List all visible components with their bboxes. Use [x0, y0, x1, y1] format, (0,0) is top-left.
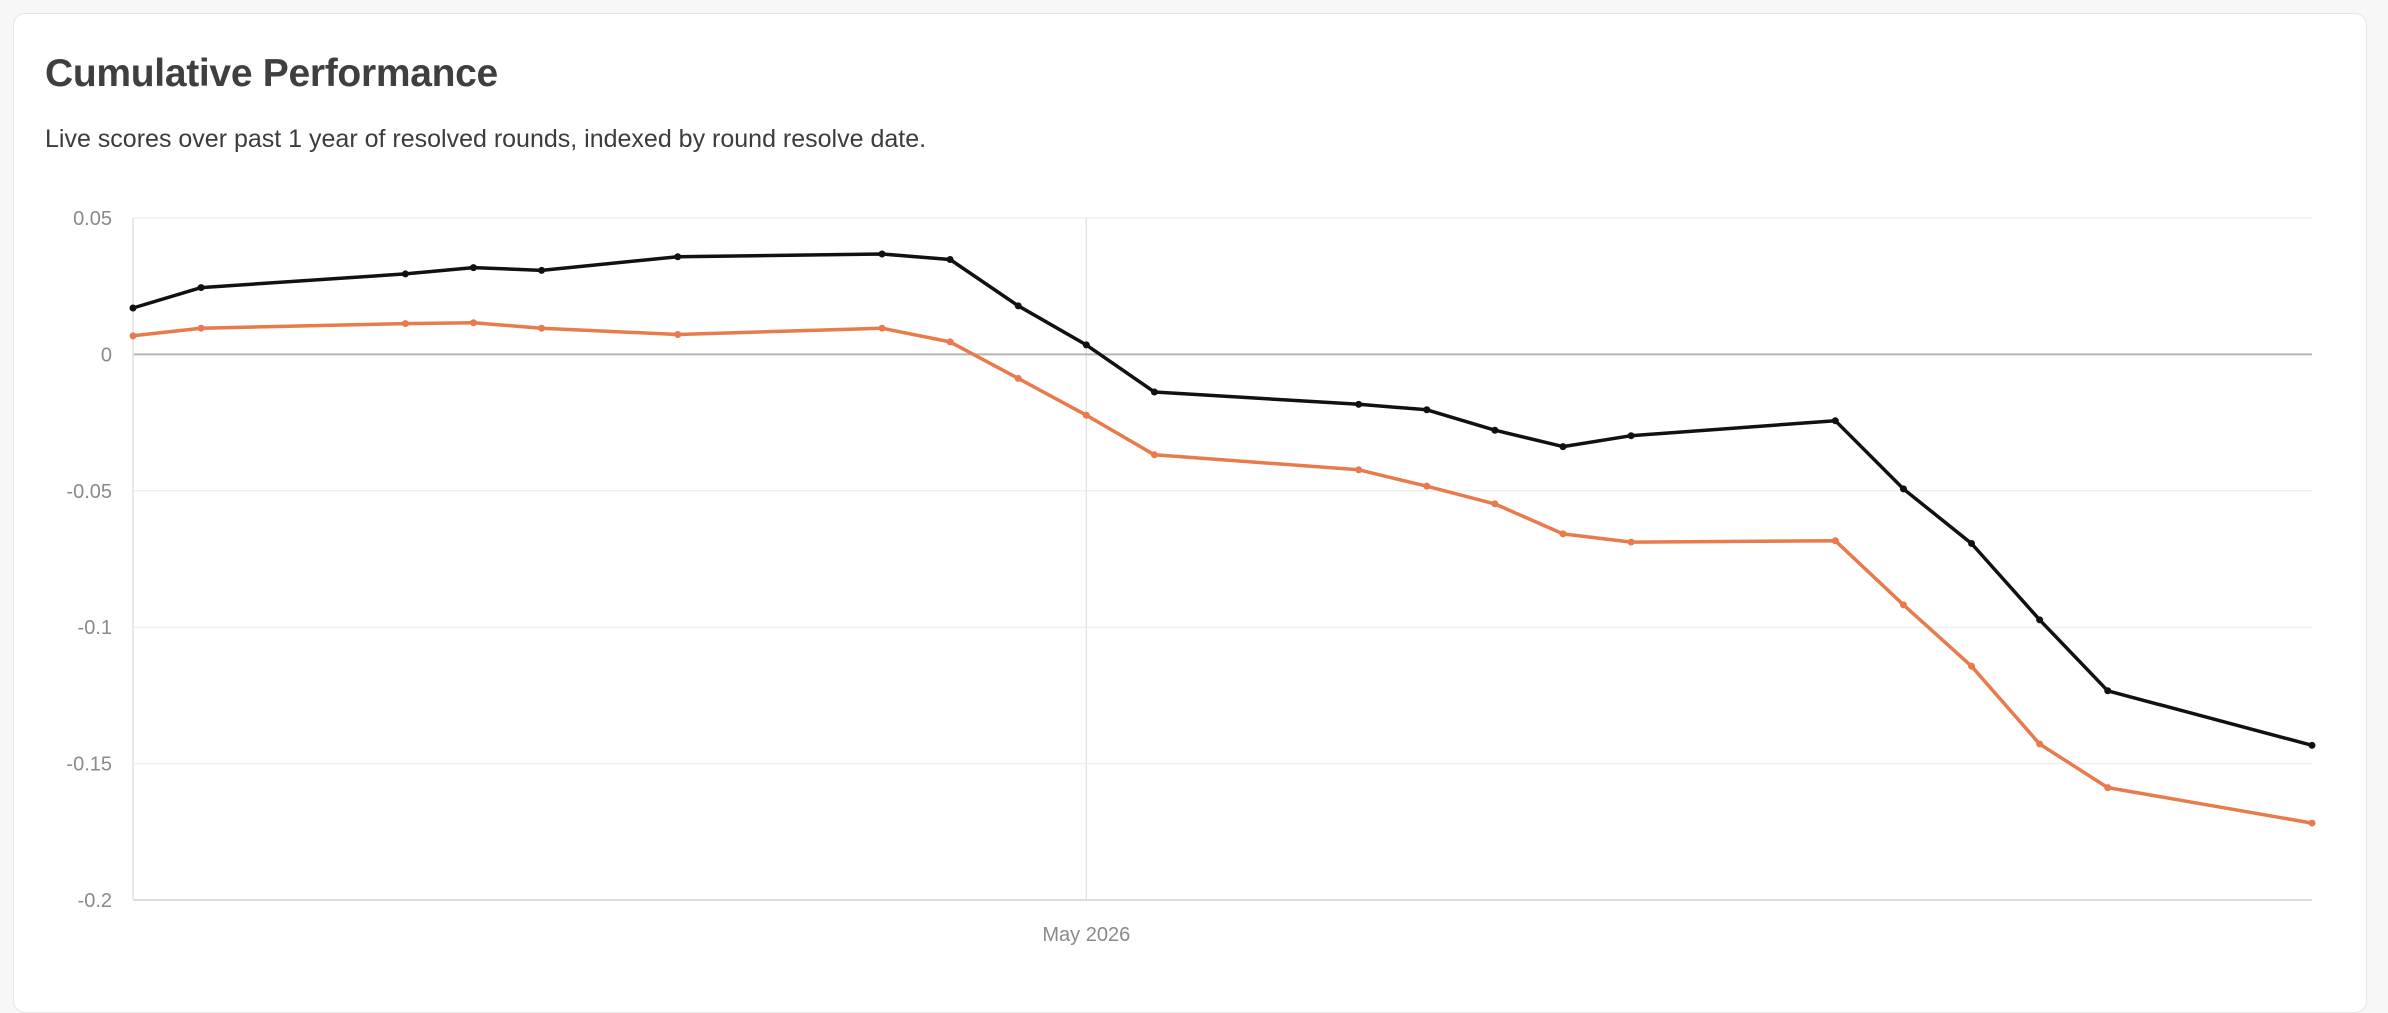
series-2-point	[1831, 537, 1839, 545]
series-2-point	[878, 324, 886, 332]
series-1-point	[401, 270, 409, 278]
series-2-point	[1014, 374, 1022, 382]
grid-layer	[133, 217, 2312, 900]
series-1-point	[469, 264, 477, 272]
series-1-point	[1559, 443, 1567, 451]
series-line-2	[131, 321, 2314, 825]
y-tick-label: -0.15	[66, 754, 112, 776]
series-1-point	[2104, 687, 2112, 695]
series-1-point	[1831, 417, 1839, 425]
series-1-point	[1899, 485, 1907, 493]
cumulative-performance-chart: 0.05 0 -0.05 -0.1 -0.15 -0.2 May 2026	[66, 208, 2316, 946]
series-1-point	[197, 284, 205, 292]
series-1-point	[1014, 302, 1022, 310]
series-2-point	[1968, 662, 1976, 670]
series-1-point	[129, 304, 137, 312]
series-1-point	[1355, 400, 1363, 408]
series-2-point	[1559, 530, 1567, 538]
series-2-point	[2104, 784, 2112, 792]
series-1-point	[2308, 741, 2316, 749]
y-tick-label: -0.2	[78, 890, 112, 912]
chart-title: Cumulative Performance	[45, 52, 498, 95]
series-layer	[129, 250, 2316, 827]
chart-subtitle: Live scores over past 1 year of resolved…	[45, 125, 927, 153]
series-1-point	[538, 266, 546, 274]
series-2-point	[1355, 466, 1363, 474]
series-1-point	[1423, 406, 1431, 414]
series-2-point	[1491, 500, 1499, 508]
y-tick-label: -0.1	[78, 617, 112, 639]
series-2-point	[674, 330, 682, 338]
series-1-point	[946, 255, 954, 263]
series-2-point	[1627, 538, 1635, 546]
series-1-point	[1082, 341, 1090, 349]
series-2-point	[538, 324, 546, 332]
y-tick-label: -0.05	[66, 481, 112, 503]
performance-card: Cumulative Performance Live scores over …	[13, 13, 2367, 1013]
series-1-point	[1491, 426, 1499, 434]
series-2-point	[1899, 601, 1907, 609]
series-1-point	[674, 253, 682, 261]
series-2-point	[2308, 819, 2316, 827]
axis-layer	[132, 218, 2312, 901]
label-layer: 0.05 0 -0.05 -0.1 -0.15 -0.2 May 2026	[66, 208, 1130, 946]
series-1-point	[2036, 616, 2044, 624]
series-2-point	[1082, 411, 1090, 419]
series-line-1	[131, 252, 2314, 748]
series-2-point	[2036, 740, 2044, 748]
y-tick-label: 0.05	[73, 208, 112, 230]
series-2-point	[946, 338, 954, 346]
series-2-point	[401, 320, 409, 328]
series-2-point	[469, 319, 477, 327]
series-1-point	[878, 250, 886, 258]
y-tick-label: 0	[101, 344, 112, 366]
series-2-point	[1150, 451, 1158, 459]
series-2-point	[129, 332, 137, 340]
series-2-point	[1423, 482, 1431, 490]
x-tick-label: May 2026	[1042, 924, 1130, 946]
series-1-point	[1150, 388, 1158, 396]
series-1-point	[1627, 432, 1635, 440]
series-2-point	[197, 324, 205, 332]
series-1-point	[1968, 539, 1976, 547]
